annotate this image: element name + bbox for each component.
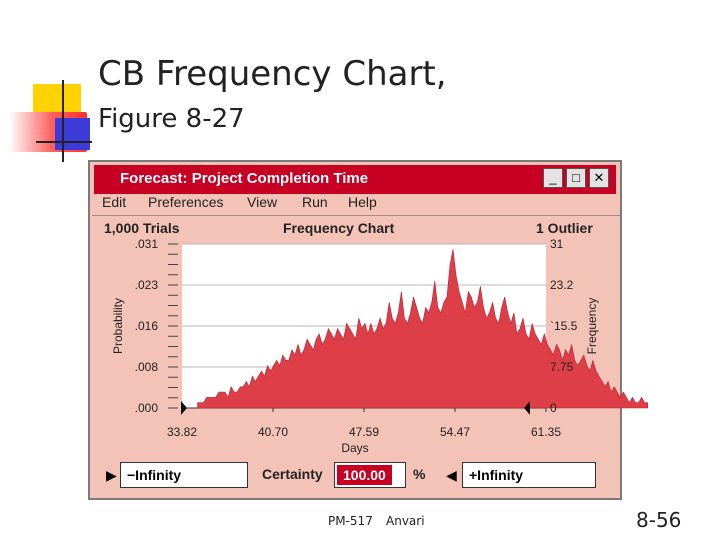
menu-view[interactable]: View — [247, 194, 278, 210]
menu-run[interactable]: Run — [302, 194, 328, 210]
certainty-label: Certainty — [262, 466, 323, 482]
chart-title: Frequency Chart — [283, 220, 395, 236]
lower-bound-field[interactable]: −Infinity — [120, 462, 248, 488]
menu-preferences[interactable]: Preferences — [148, 194, 224, 210]
trials-count: 1,000 Trials — [104, 220, 180, 236]
certainty-bar: ▶ −Infinity Certainty 100.00 % ◀ +Infini… — [90, 458, 620, 490]
page-number: 8-56 — [636, 508, 682, 532]
y-tick-label-left: .000 — [135, 401, 159, 415]
window-title: Forecast: Project Completion Time — [120, 170, 369, 187]
y-tick-label-left: .031 — [135, 237, 159, 251]
menu-edit[interactable]: Edit — [102, 194, 127, 210]
y-tick-label-right: 31 — [550, 237, 564, 251]
decor-horizontal-line — [36, 141, 92, 143]
footer-author: Anvari — [386, 514, 425, 528]
minimize-button[interactable]: _ — [543, 168, 563, 188]
certainty-value: 100.00 — [337, 465, 392, 485]
x-tick-label: 61.35 — [531, 425, 561, 439]
window-titlebar[interactable]: Forecast: Project Completion Time _ □ ✕ — [94, 165, 616, 194]
y-tick-label-left: .008 — [135, 360, 159, 374]
upper-bound-field[interactable]: +Infinity — [462, 462, 596, 488]
decor-vertical-line — [62, 80, 64, 162]
y-tick-label-right: `15.5 — [550, 319, 578, 333]
x-tick-label: 40.70 — [258, 425, 288, 439]
slide-title-line2: Figure 8-27 — [98, 104, 245, 134]
y-tick-label-left: .023 — [135, 278, 159, 292]
outlier-count: 1 Outlier — [536, 220, 593, 236]
y-tick-label-right: 7.75 — [550, 360, 574, 374]
slide-title-line1: CB Frequency Chart, — [98, 54, 447, 94]
lower-grabber-icon[interactable] — [181, 401, 187, 415]
footer-course: PM-517 — [328, 514, 373, 528]
x-tick-label: 47.59 — [349, 425, 379, 439]
forecast-window: Forecast: Project Completion Time _ □ ✕ … — [88, 160, 648, 500]
y-tick-label-right: 23.2 — [550, 278, 574, 292]
decor-blue-square — [55, 118, 90, 150]
certainty-field[interactable]: 100.00 — [334, 462, 406, 488]
maximize-button[interactable]: □ — [566, 168, 586, 188]
upper-grabber-button-icon[interactable]: ◀ — [446, 467, 457, 483]
upper-grabber-icon[interactable] — [524, 401, 530, 415]
frequency-area — [197, 249, 648, 409]
y-axis-label-right: Frequency — [585, 298, 599, 355]
close-button[interactable]: ✕ — [589, 168, 609, 188]
y-tick-label-left: .016 — [135, 319, 159, 333]
x-tick-label: 33.82 — [167, 425, 197, 439]
frequency-chart: .031 .023 .016 .008 .000 31 23.2 `15.5 7.75 0 33… — [111, 237, 648, 455]
y-axis-label-left: Probability — [111, 298, 125, 354]
y-tick-label-right: 0 — [550, 401, 557, 415]
x-axis-label: Days — [341, 441, 368, 455]
lower-grabber-button-icon[interactable]: ▶ — [106, 467, 117, 483]
x-tick-label: 54.47 — [440, 425, 470, 439]
percent-label: % — [413, 466, 426, 482]
menu-divider — [92, 215, 620, 216]
menu-help[interactable]: Help — [348, 194, 377, 210]
